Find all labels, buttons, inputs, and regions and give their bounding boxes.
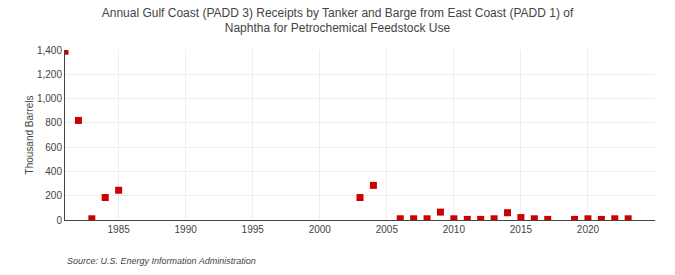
svg-text:400: 400 (45, 166, 62, 177)
svg-text:600: 600 (45, 142, 62, 153)
svg-text:Source: U.S. Energy Informatio: Source: U.S. Energy Information Administ… (67, 256, 256, 266)
svg-text:1,000: 1,000 (37, 93, 62, 104)
svg-text:2015: 2015 (510, 224, 533, 235)
svg-text:1,400: 1,400 (37, 45, 62, 56)
svg-text:1995: 1995 (242, 224, 265, 235)
svg-text:2010: 2010 (443, 224, 466, 235)
svg-text:0: 0 (56, 215, 62, 226)
svg-text:Annual Gulf Coast (PADD 3) Rec: Annual Gulf Coast (PADD 3) Receipts by T… (102, 6, 574, 36)
svg-text:2005: 2005 (376, 224, 399, 235)
svg-text:2020: 2020 (577, 224, 600, 235)
svg-text:1985: 1985 (108, 224, 131, 235)
svg-text:2000: 2000 (309, 224, 332, 235)
svg-text:Thousand Barrels: Thousand Barrels (24, 96, 35, 175)
svg-text:800: 800 (45, 117, 62, 128)
svg-text:1,200: 1,200 (37, 69, 62, 80)
svg-text:200: 200 (45, 190, 62, 201)
svg-text:1990: 1990 (175, 224, 198, 235)
